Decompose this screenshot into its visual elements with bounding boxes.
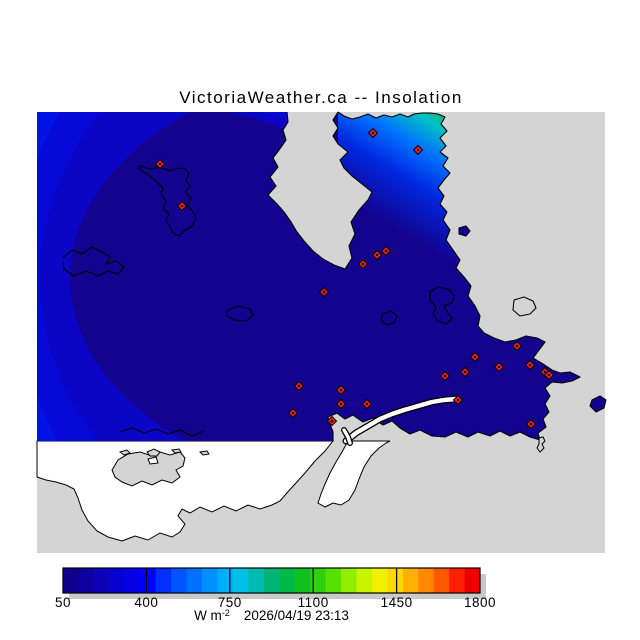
station-marker: [412, 144, 424, 156]
station-marker: [525, 418, 537, 430]
islet-trial: [536, 436, 546, 453]
colorbar-cell: [464, 568, 481, 593]
prospect-lake: [380, 310, 398, 326]
station-marker: [371, 249, 383, 261]
colorbar-cell: [186, 568, 203, 593]
colorbar-cell: [402, 568, 419, 593]
colorbar-units-line: W m-2 2026/04/19 23:13: [63, 608, 480, 623]
elk-lake: [429, 286, 455, 325]
colorbar-cell: [294, 568, 311, 593]
colorbar-cell: [109, 568, 126, 593]
colorbar-tick-label: 750: [217, 595, 242, 610]
colorbar-cell: [140, 568, 157, 593]
station-marker: [380, 245, 392, 257]
station-marker: [459, 366, 471, 378]
islet-northeast: [458, 225, 471, 237]
colorbar-cell: [279, 568, 296, 593]
top-edge-band-bright: [256, 112, 287, 119]
unit-text: W m: [194, 608, 222, 623]
colorbar-cell: [232, 568, 249, 593]
station-marker: [318, 286, 330, 298]
colorbar-cell: [93, 568, 110, 593]
top-edge-band: [230, 112, 287, 130]
strait-water: [36, 440, 335, 542]
colorbar-tick-label: 1100: [297, 595, 329, 610]
colorbar-cell: [171, 568, 188, 593]
colorbar-tick-label: 1800: [463, 595, 497, 610]
lake-outline-west: [137, 165, 197, 237]
inlet-west-coast: [267, 111, 346, 270]
colorbar-cell: [202, 568, 218, 593]
station-marker: [493, 361, 505, 373]
station-marker: [452, 394, 464, 406]
island-in-strait: [111, 451, 186, 487]
harbour-channel: [341, 395, 460, 446]
offshore-rocks: [118, 448, 210, 457]
colorbar-cell: [449, 568, 466, 593]
station-marker: [543, 369, 555, 381]
coast-segment-sw: [62, 246, 125, 277]
colorbar-tick-label: 50: [54, 595, 72, 610]
colorbar: [62, 567, 481, 594]
colorbar-cell: [263, 568, 280, 593]
coast-wiggle-bottom: [119, 427, 205, 437]
colorbar-cell: [433, 568, 450, 593]
colorbar-cell: [371, 568, 388, 593]
station-marker: [357, 258, 369, 270]
station-marker: [287, 407, 299, 419]
station-marker: [176, 200, 188, 212]
station-marker: [293, 380, 305, 392]
station-marker: [361, 398, 373, 410]
station-marker: [524, 359, 536, 371]
colorbar-cell: [217, 568, 234, 593]
station-marker: [335, 398, 347, 410]
peninsula-coast: [327, 111, 581, 441]
coastlines: [62, 111, 581, 441]
east-lake: [512, 296, 537, 317]
small-lake: [226, 305, 254, 322]
station-marker: [367, 127, 379, 139]
colorbar-tick-label: 400: [134, 595, 159, 610]
station-marker: [439, 370, 451, 382]
colorbar-cell: [155, 568, 172, 593]
station-marker: [326, 415, 338, 427]
colorbar-cell: [418, 568, 435, 593]
colorbar-cell: [124, 568, 141, 593]
colorbar-tick-label: 1450: [380, 595, 413, 610]
lagoon-water: [317, 440, 391, 508]
station-marker: [469, 351, 481, 363]
colorbar-cell: [356, 568, 373, 593]
south-section: [36, 440, 391, 542]
colorbar-cell: [387, 568, 404, 593]
colorbar-cell: [248, 568, 265, 593]
colorbar-cell: [341, 568, 357, 593]
station-marker: [511, 340, 523, 352]
station-marker: [335, 384, 347, 396]
station-marker: [154, 158, 166, 170]
unit-exponent: -2: [221, 608, 230, 618]
page-title: VictoriaWeather.ca -- Insolation: [179, 88, 463, 107]
colorbar-cell: [310, 568, 327, 593]
island-notch: [147, 456, 159, 465]
timestamp: 2026/04/19 23:13: [243, 608, 349, 623]
colorbar-cell: [63, 568, 79, 593]
islet-discovery: [589, 395, 607, 413]
station-markers: [154, 127, 555, 430]
colorbar-cell: [325, 568, 342, 593]
colorbar-cell: [78, 568, 95, 593]
